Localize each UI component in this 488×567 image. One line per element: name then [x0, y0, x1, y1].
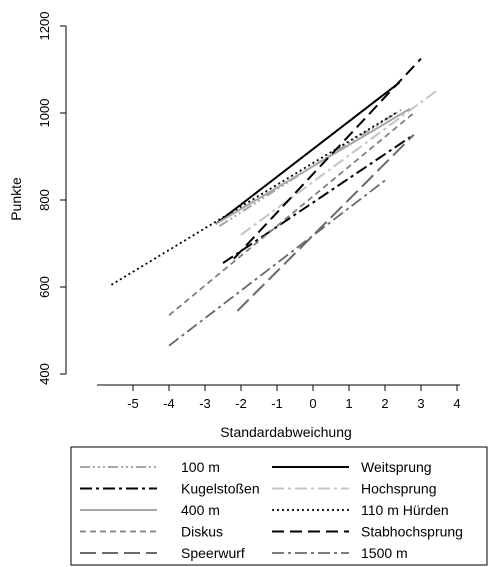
legend-label: Kugelstoßen	[181, 481, 260, 497]
legend-label: 110 m Hürden	[361, 502, 449, 518]
x-tick-label: -2	[235, 396, 247, 411]
x-tick-label: 3	[417, 396, 424, 411]
y-tick-label: 1200	[37, 12, 52, 41]
legend-label: Hochsprung	[361, 481, 437, 497]
series-line	[110, 112, 397, 286]
x-tick-label: -3	[199, 396, 211, 411]
series-line	[222, 133, 415, 264]
legend-box	[70, 446, 488, 566]
series-line	[215, 107, 411, 225]
legend-label: Diskus	[181, 524, 223, 540]
series-line	[215, 81, 401, 225]
plot-lines	[110, 57, 440, 347]
y-tick-label: 600	[37, 276, 52, 298]
legend-label: 1500 m	[361, 545, 408, 561]
x-tick-label: 1	[345, 396, 352, 411]
x-tick-label: -4	[163, 396, 175, 411]
y-tick-label: 1000	[37, 99, 52, 128]
y-tick-label: 800	[37, 189, 52, 211]
x-tick-label: 4	[453, 396, 460, 411]
y-tick-label: 400	[37, 363, 52, 385]
series-line	[240, 88, 440, 236]
series-line	[236, 134, 415, 312]
series-line	[168, 112, 415, 316]
legend-label: Speerwurf	[181, 545, 245, 561]
y-axis-title: Punkte	[8, 177, 24, 221]
legend-label: Stabhochsprung	[361, 524, 463, 540]
legend-label: Weitsprung	[361, 459, 432, 475]
series-line	[233, 57, 422, 260]
series-line	[168, 179, 386, 347]
y-axis: 400 600 800 1000 1200	[37, 12, 67, 385]
legend: 100 m Weitsprung Kugelstoßen Hochsprung 400 …	[70, 446, 488, 566]
x-tick-label: -1	[271, 396, 283, 411]
legend-label: 400 m	[181, 502, 220, 518]
x-tick-label: -5	[127, 396, 139, 411]
x-axis: -5 -4 -3 -2 -1 0 1 2 3 4	[97, 384, 461, 411]
x-tick-label: 0	[309, 396, 316, 411]
x-axis-title: Standardabweichung	[220, 424, 352, 440]
x-tick-label: 2	[381, 396, 388, 411]
legend-label: 100 m	[181, 459, 220, 475]
